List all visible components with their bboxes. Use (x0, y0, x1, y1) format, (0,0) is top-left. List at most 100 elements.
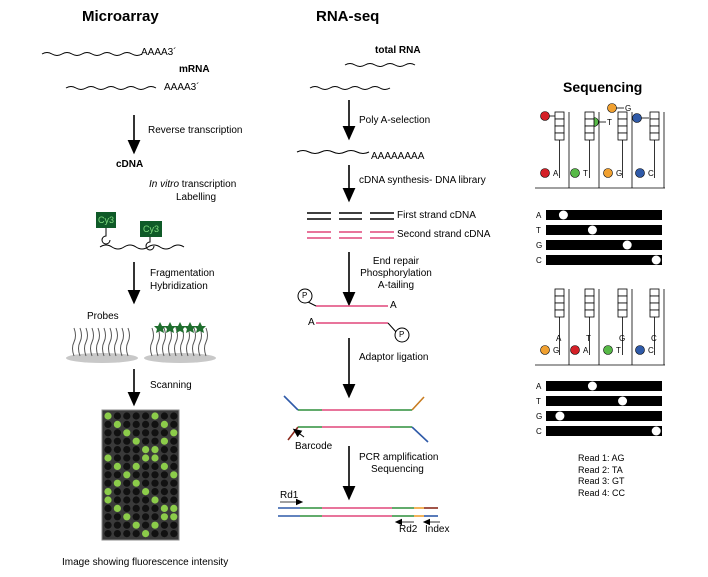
ivt-rest: transcription (179, 179, 237, 190)
sequencing-step-label: Sequencing (371, 464, 424, 475)
scan-spot (123, 429, 131, 437)
scan-spot (104, 521, 112, 529)
strand-cell (649, 288, 660, 297)
scan-spot (151, 429, 159, 437)
second-strand-lines (307, 231, 394, 239)
bar-base-label: T (536, 226, 541, 235)
strand-cell (554, 132, 565, 141)
cy3-text-1: Cy3 (98, 215, 115, 225)
mrna-strand-1 (41, 52, 143, 56)
scan-spot (160, 513, 168, 521)
strand-cell (584, 132, 595, 141)
scan-spot (142, 488, 150, 496)
cy3-label-box-2 (140, 221, 162, 237)
strand-cell (649, 125, 660, 134)
polyA-tail-label: AAAAAAAA (371, 151, 425, 162)
scan-spot (123, 488, 131, 496)
scan-spot (170, 530, 178, 538)
read-label: Read 2: TA (578, 464, 623, 475)
scan-spot (151, 412, 159, 420)
sequencing-library-molecule (278, 507, 438, 517)
free-nucleotide-label: G (625, 104, 631, 113)
scan-spot (104, 420, 112, 428)
base-dot (635, 345, 645, 355)
strand-cell (584, 125, 595, 134)
scan-spot (104, 446, 112, 454)
scan-spot (142, 412, 150, 420)
a-tailed-fragment (297, 288, 410, 343)
strand-cell (617, 309, 628, 318)
phosphorylation-label: Phosphorylation (360, 268, 432, 279)
scan-spot (160, 446, 168, 454)
intensity-bar (546, 210, 662, 220)
scan-spot (132, 488, 140, 496)
strand-cell (554, 118, 565, 127)
cy3-linker-1 (101, 228, 111, 245)
scan-spot (151, 462, 159, 470)
scan-spot (170, 471, 178, 479)
bar-base-label: A (536, 382, 542, 391)
bar-base-label: T (536, 397, 541, 406)
scan-spot (170, 437, 178, 445)
scan-spot (113, 513, 121, 521)
read-label: Read 1: AG (578, 453, 625, 463)
strand-cell (584, 309, 595, 318)
image-caption: Image showing fluorescence intensity (62, 557, 229, 568)
intensity-spot (622, 240, 632, 250)
strand-cell (617, 118, 628, 127)
scanning-label: Scanning (150, 380, 192, 391)
scan-spot (142, 446, 150, 454)
scan-spot (132, 412, 140, 420)
mrna-strand-2 (65, 86, 157, 90)
scan-spot (113, 479, 121, 487)
called-base: A (583, 346, 589, 355)
strand-cell (649, 111, 660, 120)
scan-spot (170, 513, 178, 521)
scan-spot (142, 462, 150, 470)
labelled-cdna-strand (99, 244, 185, 250)
second-strand-label: Second strand cDNA (397, 229, 491, 240)
scan-spot (142, 513, 150, 521)
scan-spot (151, 471, 159, 479)
strand-cell (649, 309, 660, 318)
scan-spot (104, 513, 112, 521)
cy3-text-2: Cy3 (143, 224, 160, 234)
free-nucleotide-label: T (607, 118, 612, 127)
strand-cell (584, 302, 595, 311)
scan-spot (170, 521, 178, 529)
scan-spot (142, 437, 150, 445)
called-base: T (583, 169, 588, 178)
base-dot (603, 345, 613, 355)
called-base: G (553, 346, 559, 355)
scan-spot (113, 420, 121, 428)
ivt-italic: In vitro (149, 179, 180, 190)
scan-spot (123, 521, 131, 529)
intensity-spot (555, 411, 565, 421)
scan-spot (160, 429, 168, 437)
strand-cell (584, 288, 595, 297)
scan-spot (151, 504, 159, 512)
strand-cell (649, 118, 660, 127)
scan-spot (142, 496, 150, 504)
polyA-selection-label: Poly A-selection (359, 115, 431, 126)
scan-spot (142, 504, 150, 512)
pcr-label: PCR amplification (359, 452, 439, 463)
strand-cell (584, 111, 595, 120)
scan-spot (113, 488, 121, 496)
scan-spot (142, 454, 150, 462)
bar-base-label: G (536, 412, 542, 421)
prev-base: G (619, 334, 625, 343)
strand-cell (649, 132, 660, 141)
scan-spot (160, 521, 168, 529)
scan-spot (123, 504, 131, 512)
base-dot (635, 168, 645, 178)
scan-spot (132, 471, 140, 479)
barcode-pointer (292, 428, 305, 438)
scan-spot (151, 420, 159, 428)
scan-spot (151, 437, 159, 445)
scan-spot (170, 420, 178, 428)
first-strand-lines (307, 212, 394, 220)
strand-cell (554, 125, 565, 134)
scan-spot (104, 437, 112, 445)
